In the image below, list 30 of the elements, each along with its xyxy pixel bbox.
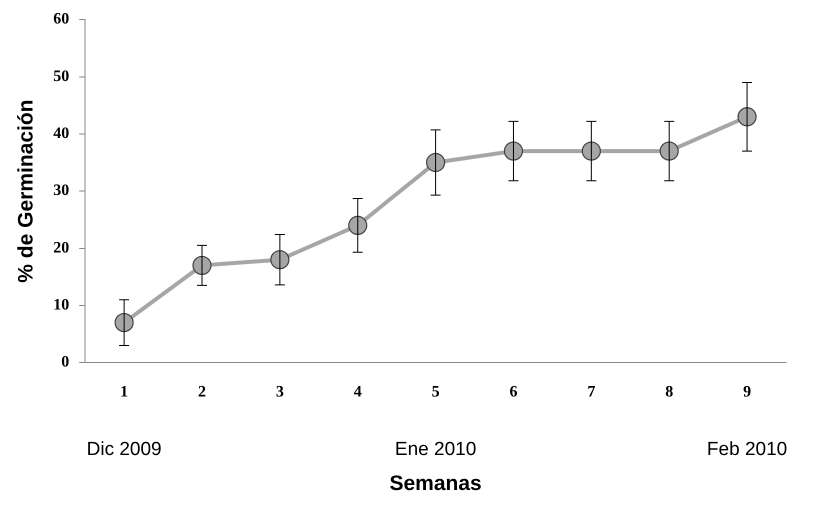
x-tick-label: 3 xyxy=(276,383,284,400)
x-tick-label: 8 xyxy=(665,383,674,400)
point xyxy=(737,107,757,126)
y-tick-label: 60 xyxy=(53,10,70,28)
text: Ene 2010 xyxy=(394,439,476,460)
y-tick-label: 30 xyxy=(53,182,70,200)
point xyxy=(192,256,212,276)
point xyxy=(504,141,524,161)
y-tick-label: 40 xyxy=(53,125,70,142)
x-tick-label: 1 xyxy=(120,383,128,400)
text: Feb 2010 xyxy=(706,439,788,460)
x-tick-label: 2 xyxy=(198,383,206,400)
point xyxy=(348,216,368,235)
point xyxy=(114,312,134,332)
x-tick-label: 5 xyxy=(432,383,440,400)
x-tick-label: 9 xyxy=(743,383,752,400)
y-axis-title: % de Germinación xyxy=(14,99,38,283)
y-tick-label: 20 xyxy=(53,239,70,256)
point xyxy=(660,141,679,161)
point xyxy=(582,141,601,161)
y-tick-label: 10 xyxy=(53,296,70,314)
text: Dic 2009 xyxy=(86,439,162,460)
point xyxy=(426,152,446,172)
x-tick-label: 6 xyxy=(509,383,518,400)
x-tick-label: 4 xyxy=(354,383,362,400)
x-tick-label: 7 xyxy=(587,383,596,400)
y-tick-label: 0 xyxy=(61,354,70,371)
y-tick-label: 50 xyxy=(53,68,70,85)
x-axis-title: Semanas xyxy=(389,472,482,496)
point xyxy=(270,250,290,270)
